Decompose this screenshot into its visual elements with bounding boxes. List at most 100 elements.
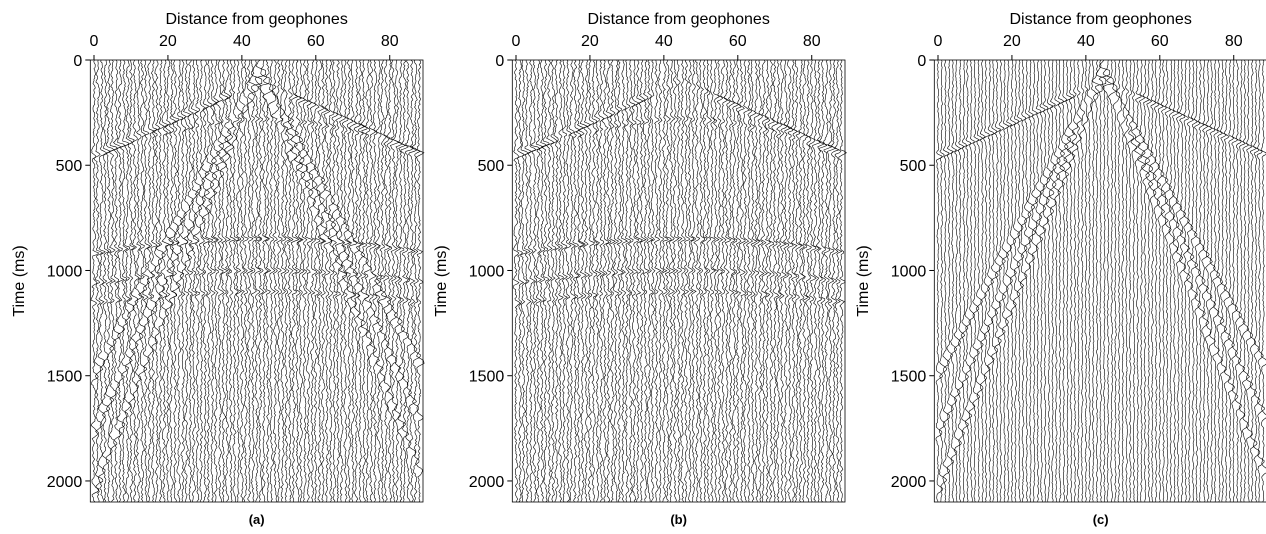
- traces: [935, 59, 1266, 503]
- trace: [624, 59, 632, 503]
- chart-title: Distance from geophones: [165, 11, 347, 28]
- trace: [1252, 59, 1261, 503]
- trace: [687, 59, 695, 503]
- trace: [1048, 60, 1057, 503]
- trace: [1059, 59, 1069, 503]
- trace: [1234, 59, 1242, 503]
- trace: [716, 59, 724, 503]
- trace: [823, 59, 833, 503]
- trace: [192, 59, 203, 503]
- trace: [1027, 59, 1036, 503]
- trace: [1183, 60, 1191, 503]
- trace: [1009, 59, 1017, 503]
- trace: [323, 59, 333, 503]
- panel: 0 20 40 60 80 0 500 1000 1500 2000 Distance from g…: [11, 11, 425, 527]
- trace: [1160, 59, 1169, 503]
- chart-title: Distance from geophones: [587, 11, 769, 28]
- caption: (a): [249, 512, 265, 527]
- trace: [408, 59, 418, 503]
- trace: [1056, 59, 1065, 503]
- trace: [1201, 59, 1210, 503]
- trace: [540, 59, 550, 503]
- trace: [668, 59, 676, 503]
- trace: [1098, 59, 1110, 502]
- trace: [1223, 59, 1232, 503]
- traces: [513, 59, 847, 503]
- trace: [1186, 59, 1195, 503]
- trace: [183, 59, 192, 503]
- trace: [364, 59, 373, 503]
- trace: [1152, 59, 1161, 503]
- trace: [166, 59, 178, 503]
- y-tick-label: 0: [917, 53, 926, 70]
- trace: [578, 59, 589, 503]
- trace: [1260, 59, 1266, 503]
- trace: [530, 59, 541, 503]
- trace: [775, 59, 783, 503]
- y-tick-label: 500: [56, 158, 83, 175]
- trace: [990, 59, 999, 503]
- x-tick-label: 40: [655, 33, 673, 50]
- trace: [704, 59, 712, 502]
- trace: [709, 59, 717, 503]
- trace: [134, 59, 144, 503]
- trace: [672, 59, 680, 503]
- trace: [660, 59, 669, 503]
- trace: [1086, 59, 1093, 502]
- trace: [582, 59, 592, 503]
- trace: [767, 59, 775, 503]
- trace: [760, 59, 769, 503]
- trace: [1115, 59, 1123, 503]
- trace: [1156, 59, 1165, 503]
- trace: [737, 59, 747, 503]
- trace: [787, 59, 794, 503]
- trace: [1241, 59, 1250, 503]
- trace: [753, 59, 761, 503]
- chart-title: Distance from geophones: [1009, 11, 1191, 28]
- y-tick-label: 1500: [469, 369, 505, 386]
- x-tick-label: 20: [1003, 33, 1021, 50]
- trace: [723, 59, 732, 503]
- x-tick-label: 40: [1077, 33, 1095, 50]
- trace: [120, 59, 130, 503]
- trace: [304, 59, 314, 503]
- trace: [150, 59, 158, 503]
- y-tick-label: 500: [478, 158, 505, 175]
- y-tick-label: 2000: [469, 474, 505, 491]
- trace: [283, 59, 292, 503]
- trace: [377, 59, 387, 503]
- trace: [634, 59, 644, 503]
- trace: [374, 59, 384, 503]
- trace: [812, 59, 822, 503]
- plot-frame: [933, 59, 1266, 503]
- y-tick-label: 1000: [891, 263, 927, 280]
- trace: [546, 59, 555, 503]
- trace: [344, 59, 355, 503]
- trace: [972, 59, 980, 503]
- trace: [203, 59, 215, 503]
- trace: [208, 59, 218, 503]
- trace: [524, 59, 532, 503]
- trace: [411, 59, 422, 502]
- trace: [380, 59, 392, 503]
- x-tick-label: 20: [581, 33, 599, 50]
- trace: [742, 59, 750, 503]
- trace: [698, 59, 706, 503]
- trace: [389, 59, 400, 503]
- trace: [1091, 59, 1103, 503]
- trace: [276, 59, 284, 503]
- trace: [1148, 59, 1157, 503]
- x-tick-label: 80: [803, 33, 821, 50]
- x-tick-label: 60: [307, 33, 325, 50]
- trace: [568, 59, 577, 503]
- y-tick-label: 0: [73, 53, 82, 70]
- trace: [397, 59, 407, 503]
- trace: [338, 59, 348, 502]
- trace: [334, 59, 344, 503]
- trace: [316, 59, 325, 503]
- trace: [593, 59, 602, 503]
- trace: [575, 59, 585, 503]
- trace: [368, 60, 377, 503]
- plot-frame: [89, 59, 424, 503]
- y-tick-label: 1000: [47, 263, 83, 280]
